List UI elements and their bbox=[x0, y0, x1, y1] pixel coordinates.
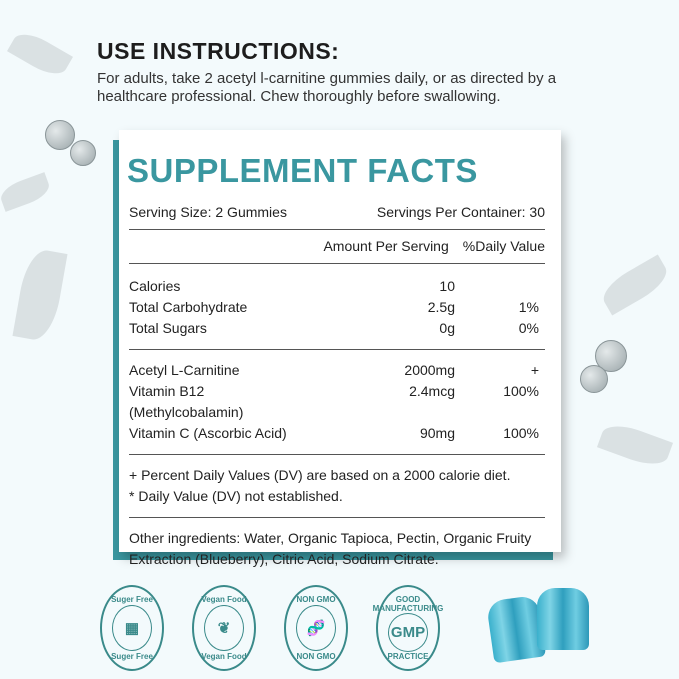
nutrient-dv: 100% bbox=[503, 383, 539, 399]
use-instructions-text: For adults, take 2 acetyl l-carnitine gu… bbox=[97, 70, 557, 105]
nutrient-amount: 90mg bbox=[419, 425, 455, 441]
ingredients-label: Other ingredients: bbox=[129, 530, 241, 546]
leaf-decoration bbox=[0, 172, 53, 212]
hand-leaf-icon: ❦ bbox=[204, 605, 244, 651]
nutrient-amount: 0g bbox=[439, 320, 455, 336]
col-amount: Amount Per Serving bbox=[323, 238, 449, 254]
certification-badge: NON GMO 🧬 NON GMO bbox=[284, 585, 348, 671]
badge-bottom-text: Vegan Food bbox=[201, 652, 247, 661]
servings-per-container: Servings Per Container: 30 bbox=[376, 204, 545, 220]
badge-bottom-text: PRACTICE bbox=[387, 652, 429, 661]
nutrient-dv: + bbox=[530, 362, 539, 378]
nutrient-amount: 10 bbox=[439, 278, 455, 294]
dv-not-established-note: * Daily Value (DV) not established. bbox=[129, 488, 343, 504]
badge-top-text: Suger Free bbox=[111, 595, 153, 604]
nutrient-dv: 0% bbox=[518, 320, 539, 336]
divider bbox=[129, 263, 545, 264]
nutrient-row: Total Sugars 0g 0% bbox=[129, 318, 545, 339]
badge-bottom-text: NON GMO bbox=[296, 652, 336, 661]
leaf-decoration bbox=[12, 247, 68, 343]
dna-icon: 🧬 bbox=[296, 605, 336, 651]
nutrient-row: Vitamin B12 (Methylcobalamin) 2.4mcg 100% bbox=[129, 381, 545, 423]
nutrient-name: Total Carbohydrate bbox=[129, 299, 248, 315]
accent-bar bbox=[113, 140, 123, 560]
nutrient-row: Calories 10 bbox=[129, 276, 545, 297]
nutrient-amount: 2000mg bbox=[404, 362, 455, 378]
certification-badge: GOOD MANUFACTURING GMP PRACTICE bbox=[373, 585, 443, 671]
certification-badge: Vegan Food ❦ Vegan Food bbox=[192, 585, 256, 671]
nutrient-name: Acetyl L-Carnitine bbox=[129, 362, 240, 378]
berry-decoration bbox=[45, 120, 75, 150]
serving-size: Serving Size: 2 Gummies bbox=[129, 204, 287, 220]
nutrient-dv: 100% bbox=[503, 425, 539, 441]
sugar-cubes-icon: ▦ bbox=[112, 605, 152, 651]
gmp-icon: GMP bbox=[388, 613, 428, 652]
nutrient-name: Total Sugars bbox=[129, 320, 207, 336]
gummy-image bbox=[537, 588, 589, 650]
divider bbox=[129, 454, 545, 455]
divider bbox=[129, 517, 545, 518]
divider bbox=[129, 349, 545, 350]
nutrient-name: Vitamin B12 (Methylcobalamin) bbox=[129, 383, 244, 420]
badge-top-text: GOOD MANUFACTURING bbox=[372, 595, 444, 613]
nutrient-amount: 2.5g bbox=[427, 299, 455, 315]
ingredients: Other ingredients: Water, Organic Tapioc… bbox=[129, 528, 545, 570]
nutrient-dv bbox=[455, 276, 545, 297]
badge-top-text: Vegan Food bbox=[201, 595, 247, 604]
leaf-decoration bbox=[597, 254, 673, 316]
nutrient-dv: 1% bbox=[518, 299, 539, 315]
use-instructions-heading: USE INSTRUCTIONS: bbox=[97, 38, 340, 64]
badge-top-text: NON GMO bbox=[296, 595, 336, 604]
nutrient-row: Acetyl L-Carnitine 2000mg + bbox=[129, 360, 545, 381]
berry-decoration bbox=[70, 140, 96, 166]
nutrient-row: Vitamin C (Ascorbic Acid) 90mg 100% bbox=[129, 423, 545, 444]
ingredients-list: Water, Organic Tapioca, Pectin, Organic … bbox=[129, 530, 532, 567]
nutrient-amount: 2.4mcg bbox=[409, 383, 455, 399]
nutrient-name: Vitamin C (Ascorbic Acid) bbox=[129, 425, 287, 441]
leaf-decoration bbox=[7, 26, 73, 82]
berry-decoration bbox=[580, 365, 608, 393]
facts-title: SUPPLEMENT FACTS bbox=[127, 152, 478, 189]
divider bbox=[129, 229, 545, 230]
leaf-decoration bbox=[596, 418, 674, 472]
badge-bottom-text: Suger Free bbox=[111, 652, 153, 661]
dv-note: + Percent Daily Values (DV) are based on… bbox=[129, 467, 511, 483]
certification-badge: Suger Free ▦ Suger Free bbox=[100, 585, 164, 671]
accent-bar bbox=[113, 552, 553, 560]
nutrient-name: Calories bbox=[129, 278, 181, 294]
supplement-facts-panel: SUPPLEMENT FACTS Serving Size: 2 Gummies… bbox=[119, 130, 561, 567]
col-dv: %Daily Value bbox=[462, 238, 545, 254]
nutrient-row: Total Carbohydrate 2.5g 1% bbox=[129, 297, 545, 318]
